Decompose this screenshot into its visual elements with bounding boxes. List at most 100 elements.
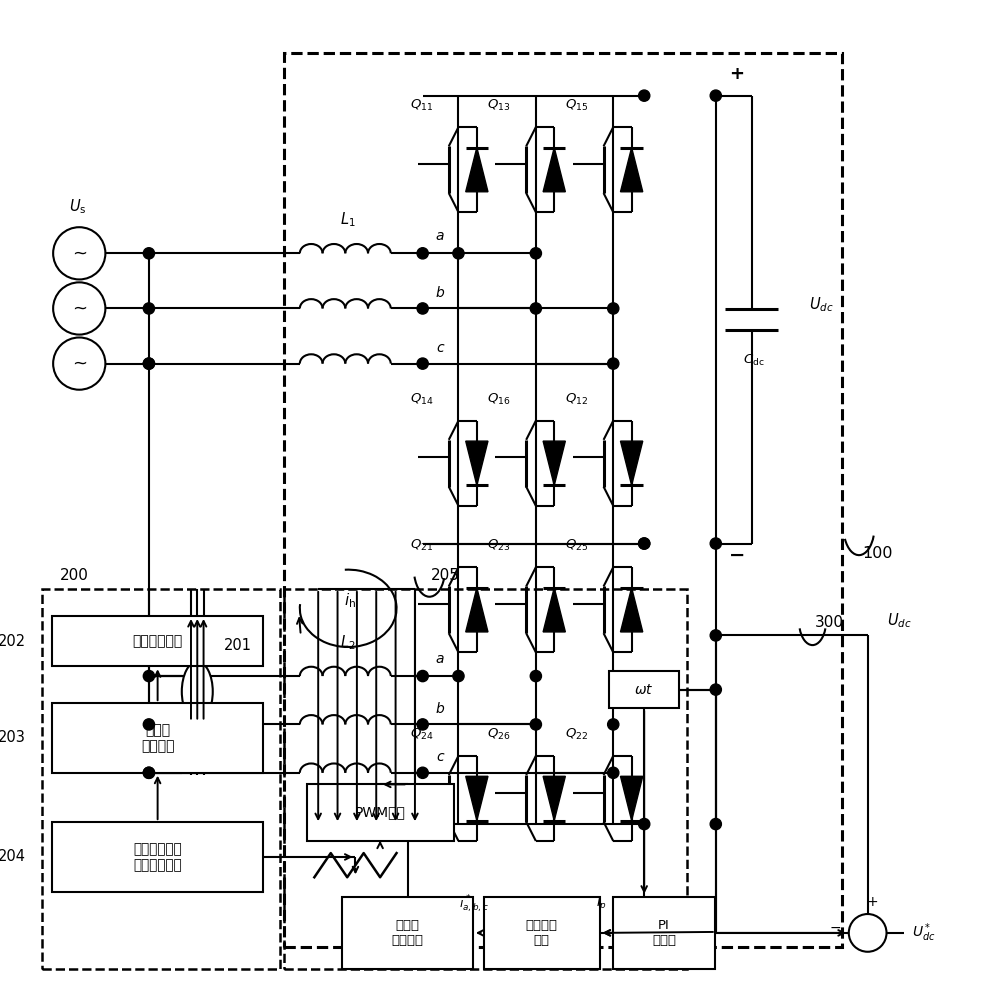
- Circle shape: [417, 248, 428, 259]
- Text: 指令电流
计算: 指令电流 计算: [526, 919, 558, 947]
- Circle shape: [53, 337, 106, 390]
- Circle shape: [530, 670, 541, 682]
- Circle shape: [143, 670, 154, 682]
- Text: PI
控制器: PI 控制器: [652, 919, 676, 947]
- Text: −: −: [830, 921, 841, 935]
- Text: 载波补偿延时
时间获取模块: 载波补偿延时 时间获取模块: [134, 842, 182, 872]
- Text: 202: 202: [0, 634, 26, 649]
- Text: 300: 300: [815, 615, 844, 630]
- Ellipse shape: [182, 662, 213, 722]
- Text: 203: 203: [0, 730, 26, 745]
- Bar: [285, 589, 686, 969]
- Text: 204: 204: [0, 849, 26, 864]
- Text: $Q_{14}$: $Q_{14}$: [409, 392, 433, 407]
- Text: $Q_{24}$: $Q_{24}$: [409, 727, 433, 742]
- Circle shape: [849, 914, 886, 952]
- Circle shape: [607, 358, 619, 369]
- Text: $Q_{26}$: $Q_{26}$: [488, 727, 511, 742]
- Bar: [609, 671, 679, 708]
- Circle shape: [710, 630, 721, 641]
- Text: c: c: [436, 341, 444, 355]
- Circle shape: [417, 358, 428, 369]
- Circle shape: [417, 719, 428, 730]
- Text: $U^*_{dc}$: $U^*_{dc}$: [912, 922, 935, 944]
- Text: $i_\mathrm{h}$: $i_\mathrm{h}$: [344, 591, 356, 610]
- Polygon shape: [620, 588, 643, 632]
- Text: 环流获取模块: 环流获取模块: [133, 634, 183, 648]
- Text: c: c: [436, 750, 444, 764]
- Polygon shape: [466, 776, 488, 821]
- Text: $I_p$: $I_p$: [596, 895, 607, 912]
- Circle shape: [607, 719, 619, 730]
- Circle shape: [639, 538, 650, 549]
- Text: ~: ~: [71, 244, 87, 262]
- Circle shape: [417, 767, 428, 778]
- Bar: [342, 897, 473, 969]
- Bar: [484, 897, 599, 969]
- Circle shape: [710, 90, 721, 101]
- Circle shape: [453, 248, 464, 259]
- Text: +: +: [866, 895, 878, 909]
- Bar: [43, 589, 281, 969]
- Bar: [307, 784, 454, 841]
- Text: $Q_{11}$: $Q_{11}$: [410, 98, 433, 113]
- Polygon shape: [543, 588, 566, 632]
- Circle shape: [639, 818, 650, 830]
- Text: 无差拍
电流控制: 无差拍 电流控制: [392, 919, 423, 947]
- Text: b: b: [436, 702, 444, 716]
- Text: PWM调制: PWM调制: [355, 805, 405, 819]
- Circle shape: [143, 248, 154, 259]
- Circle shape: [710, 538, 721, 549]
- Polygon shape: [543, 148, 566, 192]
- Text: $i^*_{a,b,c}$: $i^*_{a,b,c}$: [459, 893, 489, 915]
- Circle shape: [417, 670, 428, 682]
- Text: +: +: [730, 65, 745, 83]
- Bar: [52, 822, 263, 892]
- Polygon shape: [620, 776, 643, 821]
- Bar: [52, 703, 263, 773]
- Bar: [613, 897, 715, 969]
- Circle shape: [530, 248, 541, 259]
- Text: $Q_{15}$: $Q_{15}$: [565, 98, 588, 113]
- Text: $L_2$: $L_2$: [340, 633, 356, 652]
- Text: $U_\mathrm{s}$: $U_\mathrm{s}$: [68, 198, 86, 216]
- Text: $Q_{12}$: $Q_{12}$: [565, 392, 588, 407]
- Circle shape: [143, 358, 154, 369]
- Circle shape: [453, 670, 464, 682]
- Text: 200: 200: [60, 568, 89, 583]
- Circle shape: [607, 767, 619, 778]
- Circle shape: [143, 358, 154, 369]
- Text: $\omega t$: $\omega t$: [635, 683, 654, 697]
- Circle shape: [143, 767, 154, 778]
- Text: 201: 201: [224, 638, 252, 653]
- Circle shape: [530, 303, 541, 314]
- Text: a: a: [436, 229, 444, 243]
- Text: $Q_{21}$: $Q_{21}$: [410, 538, 433, 553]
- Text: b: b: [436, 286, 444, 300]
- Text: $U_{dc}$: $U_{dc}$: [809, 296, 834, 314]
- Text: $Q_{16}$: $Q_{16}$: [488, 392, 511, 407]
- Text: $Q_{13}$: $Q_{13}$: [488, 98, 511, 113]
- Circle shape: [143, 719, 154, 730]
- Circle shape: [143, 303, 154, 314]
- Text: −: −: [729, 546, 746, 565]
- Bar: [285, 53, 842, 947]
- Polygon shape: [466, 148, 488, 192]
- Circle shape: [607, 303, 619, 314]
- Circle shape: [710, 684, 721, 695]
- Polygon shape: [466, 441, 488, 485]
- Circle shape: [143, 767, 154, 778]
- Polygon shape: [543, 776, 566, 821]
- Circle shape: [639, 538, 650, 549]
- Text: ~: ~: [71, 299, 87, 317]
- Circle shape: [530, 719, 541, 730]
- Circle shape: [639, 90, 650, 101]
- Circle shape: [710, 818, 721, 830]
- Text: $Q_{22}$: $Q_{22}$: [565, 727, 588, 742]
- Polygon shape: [466, 588, 488, 632]
- Circle shape: [53, 282, 106, 335]
- Text: $C_\mathrm{dc}$: $C_\mathrm{dc}$: [743, 353, 764, 368]
- Text: a: a: [436, 652, 444, 666]
- Polygon shape: [543, 441, 566, 485]
- Text: 相位差
获取模块: 相位差 获取模块: [140, 723, 174, 753]
